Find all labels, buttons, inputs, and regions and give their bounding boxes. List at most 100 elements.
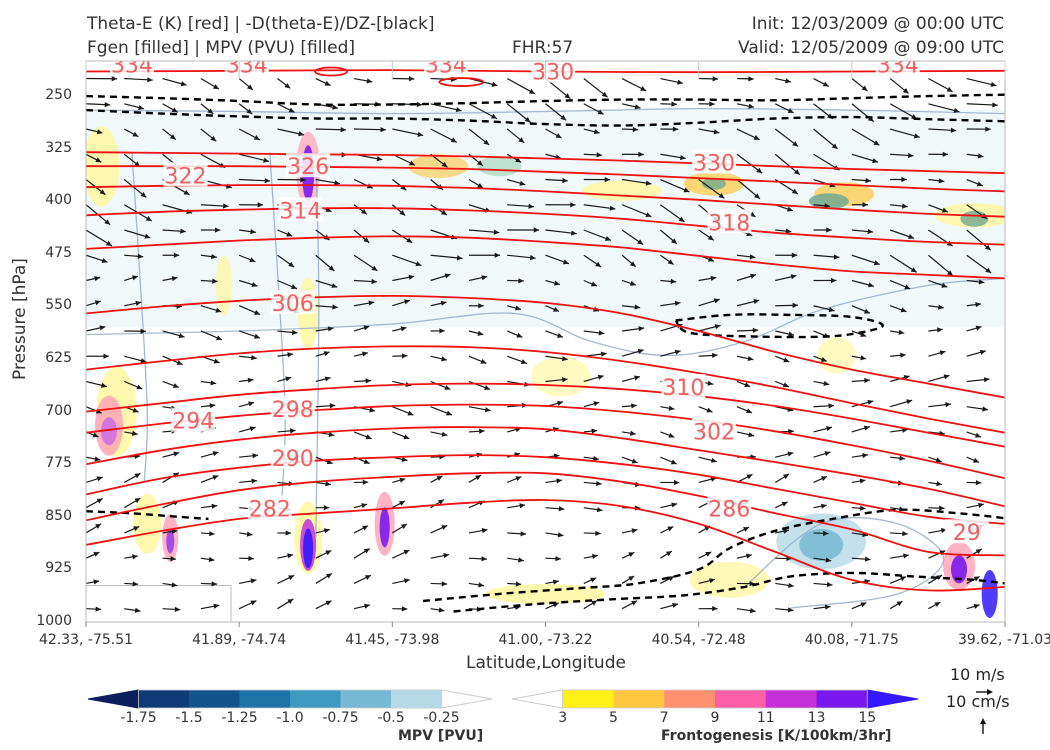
vector-key-vertical-arrowhead — [980, 718, 986, 724]
wind-vector-head — [718, 192, 725, 199]
wind-vector-head — [558, 506, 565, 512]
wind-vector-head — [707, 235, 714, 241]
theta-e-label-bg — [270, 395, 315, 420]
wind-vector-head — [792, 141, 799, 147]
wind-vector-head — [213, 603, 220, 609]
wind-vector-head — [714, 324, 721, 330]
mpv-colorbar-segment — [239, 690, 291, 708]
fgen-colorbar-tick: 11 — [756, 710, 775, 726]
theta-e-label: 326 — [287, 155, 329, 180]
fgen-colorbar-segment — [715, 690, 767, 708]
wind-vector-head — [678, 216, 685, 222]
wind-vector-head — [788, 428, 794, 435]
shading-blob-24 — [215, 255, 232, 316]
wind-vector-head — [672, 126, 679, 132]
wind-vector-head — [490, 113, 497, 119]
wind-vector-head — [791, 252, 798, 258]
wind-vector-head — [325, 550, 332, 556]
wind-vector-head — [363, 459, 370, 464]
terrain-mask — [86, 585, 232, 622]
wind-vector-head — [896, 601, 903, 607]
wind-vector-head — [92, 432, 99, 438]
wind-vector-head — [823, 380, 830, 387]
wind-vector-head — [250, 600, 257, 606]
wind-vector-head — [361, 503, 368, 509]
wind-vector-head — [170, 556, 176, 562]
wind-vector-head — [400, 326, 407, 332]
wind-vector-head — [709, 101, 715, 107]
wind-vector-head — [1021, 352, 1027, 357]
wind-vector-head — [712, 606, 718, 612]
wind-vector-head — [710, 457, 717, 463]
wind-vector-head — [910, 267, 917, 273]
wind-vector-head — [515, 581, 522, 587]
wind-vector-head — [864, 556, 871, 562]
wind-vector-head — [247, 84, 253, 90]
y-tick-label: 700 — [45, 402, 72, 419]
wind-vector-head — [403, 550, 410, 555]
wind-vector-head — [1028, 101, 1033, 106]
wind-vector-head — [104, 219, 111, 225]
theta-e-label-bg — [707, 209, 752, 234]
wind-vector-head — [132, 131, 139, 137]
wind-vector-head — [833, 254, 840, 260]
wind-vector-head — [323, 351, 330, 357]
wind-vector-head — [665, 551, 672, 557]
wind-vector-head — [209, 403, 216, 409]
wind-vector-head — [365, 378, 372, 384]
wind-vector-head — [1017, 409, 1023, 414]
wind-vector-head — [441, 431, 448, 437]
wind-vector-head — [941, 282, 948, 288]
wind-vector-head — [140, 328, 146, 334]
shading-blob-11 — [303, 528, 314, 569]
wind-vector-head — [571, 230, 577, 236]
wind-vector-head — [524, 116, 531, 123]
wind-vector-head — [140, 358, 147, 364]
wind-vector-head — [253, 135, 260, 140]
y-tick-label: 850 — [45, 507, 72, 524]
wind-vector-head — [455, 107, 462, 113]
fgen-colorbar-tick: 5 — [609, 710, 618, 726]
wind-vector-head — [105, 240, 112, 246]
wind-vector-head — [935, 457, 942, 463]
wind-vector-head — [323, 505, 330, 511]
fgen-colorbar-frame — [562, 689, 868, 709]
wind-vector-head — [437, 499, 444, 505]
wind-vector-head — [518, 137, 525, 143]
wind-vector-head — [173, 252, 180, 258]
wind-vector-head — [902, 531, 908, 537]
wind-vector-head — [1012, 457, 1018, 462]
wind-vector-head — [291, 329, 298, 336]
wind-vector-head — [399, 501, 406, 506]
wind-vector-head — [631, 528, 638, 534]
wind-vector-head — [824, 604, 831, 610]
wind-vector-head — [677, 79, 683, 85]
wind-vector-head — [1012, 579, 1018, 584]
wind-vector-head — [826, 426, 832, 432]
wind-vector-head — [131, 430, 138, 436]
wind-vector-head — [401, 456, 408, 462]
mpv-contour-0 — [86, 108, 1005, 115]
y-tick-label: 925 — [45, 560, 72, 577]
wind-vector-head — [750, 273, 757, 279]
wind-vector-head — [328, 265, 335, 271]
wind-vector-head — [570, 202, 576, 208]
wind-vector-head — [440, 300, 447, 306]
wind-vector-head — [95, 523, 102, 529]
wind-vector-head — [785, 78, 791, 84]
wind-vector-head — [712, 352, 718, 359]
theta-e-label-bg — [278, 197, 323, 222]
y-axis-title: Pressure [hPa] — [10, 258, 30, 380]
theta-e-label: 29 — [953, 521, 981, 546]
wind-vector-head — [403, 299, 410, 305]
wind-vector-head — [984, 244, 991, 251]
fgen-colorbar-title: Frontogenesis [K/100km/3hr] — [661, 728, 892, 744]
mpv-colorbar-segment — [87, 689, 139, 709]
wind-vector-head — [939, 350, 946, 356]
wind-vector-head — [519, 180, 526, 186]
wind-vector-head — [211, 503, 218, 509]
wind-vector-head — [564, 93, 571, 99]
wind-vector-head — [1016, 186, 1022, 191]
wind-vector-head — [1013, 301, 1019, 306]
shading-blob-22 — [960, 210, 989, 227]
